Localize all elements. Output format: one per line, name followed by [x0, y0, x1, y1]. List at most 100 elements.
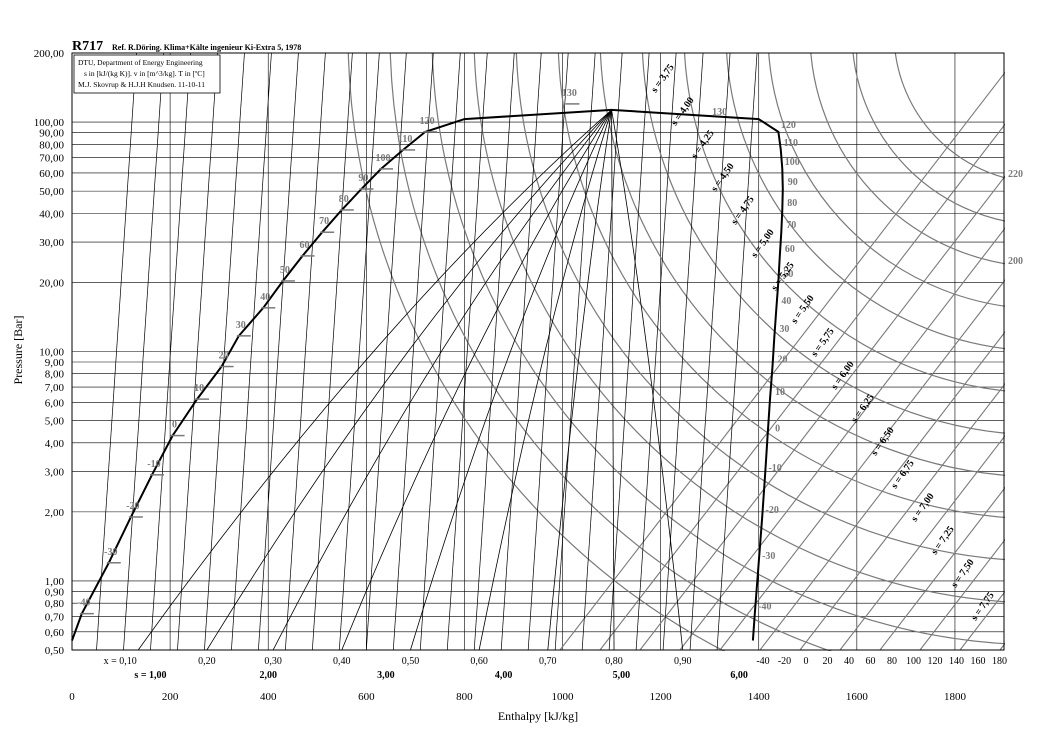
vapour-temp-label: 80 — [787, 198, 797, 209]
vapour-quality-line — [206, 109, 612, 651]
vapour-temp-label: 120 — [781, 120, 796, 131]
vapour-quality-line — [341, 109, 612, 651]
entropy-bottom-label: 3,00 — [377, 670, 395, 681]
vapour-quality-line — [547, 109, 612, 651]
liquid-temp-label: 90 — [358, 173, 368, 184]
y-tick-label: 0,50 — [45, 645, 65, 657]
y-tick-label: 0,90 — [45, 586, 65, 598]
isochore — [554, 52, 596, 651]
bottom-temp-label: 40 — [844, 656, 854, 667]
y-tick-label: 1,00 — [45, 576, 65, 588]
vapour-temp-label: 0 — [775, 424, 780, 435]
isochore — [662, 52, 704, 651]
vapour-quality-label: 0,90 — [674, 656, 692, 667]
x-tick-label: 400 — [260, 691, 277, 703]
y-tick-label: 10,00 — [39, 347, 64, 359]
liquid-temp-label: 130 — [562, 88, 577, 99]
y-tick-label: 8,00 — [45, 369, 65, 381]
x-tick-label: 1000 — [552, 691, 575, 703]
y-tick-label: 4,00 — [45, 438, 65, 450]
isochore — [473, 52, 515, 651]
vapour-quality-line — [272, 109, 612, 651]
x-tick-label: 200 — [162, 691, 179, 703]
isochore — [338, 52, 380, 651]
isentrope — [879, 419, 1057, 651]
isochore — [716, 52, 758, 651]
vapour-quality-line — [611, 109, 684, 651]
vapour-quality-line — [410, 109, 612, 651]
x-tick-label: 0 — [69, 691, 75, 703]
vapour-quality-label: 0,80 — [605, 656, 623, 667]
bottom-temp-label: 100 — [906, 656, 921, 667]
y-tick-label: 100,00 — [34, 117, 65, 129]
superheated-isotherm — [431, 32, 1045, 646]
isochore — [419, 52, 461, 651]
liquid-temp-label: 50 — [280, 265, 290, 276]
vapour-quality-line — [137, 109, 612, 651]
bottom-temp-label: 160 — [971, 656, 986, 667]
chart-title: R717 — [72, 39, 103, 54]
y-tick-label: 7,00 — [45, 382, 65, 394]
liquid-temp-label: 60 — [300, 240, 310, 251]
bottom-temp-label: 80 — [887, 656, 897, 667]
vapour-quality-label: x = 0,10 — [104, 656, 137, 667]
isentrope — [559, 52, 1021, 651]
y-tick-label: 0,60 — [45, 627, 65, 639]
chart-reference: Ref. R.Döring. Klima+Kälte ingenieur Ki-… — [112, 43, 301, 52]
isochore — [231, 52, 272, 651]
x-axis-label: Enthalpy [kJ/kg] — [498, 709, 578, 723]
bottom-temp-label: 20 — [823, 656, 833, 667]
superheated-isotherm — [557, 32, 1045, 520]
isentrope — [719, 211, 1057, 651]
y-tick-label: 30,00 — [39, 237, 64, 249]
y-tick-label: 60,00 — [39, 168, 64, 180]
vapour-temp-label: 60 — [785, 244, 795, 255]
vapour-quality-line — [478, 109, 612, 651]
info-line-3: M.J. Skovrup & H.J.H Knudsen. 11-10-11 — [78, 80, 205, 89]
bottom-temp-label: -40 — [756, 656, 769, 667]
vapour-temp-label: 110 — [784, 138, 798, 149]
isochore — [500, 52, 542, 651]
liquid-temp-label: 110 — [398, 134, 412, 145]
superheated-isotherm — [809, 32, 1045, 268]
x-tick-label: 800 — [456, 691, 473, 703]
y-tick-label: 3,00 — [45, 466, 65, 478]
y-tick-label: 20,00 — [39, 277, 64, 289]
info-box — [73, 54, 221, 94]
bottom-temp-label: 0 — [804, 656, 809, 667]
isentrope-label: s = 5,00 — [749, 227, 776, 260]
liquid-temp-label: 0 — [172, 420, 177, 431]
isentrope — [679, 159, 1057, 651]
isentrope-label: s = 4,50 — [709, 161, 736, 194]
isentrope — [839, 367, 1057, 651]
isochore — [527, 52, 569, 651]
x-tick-label: 600 — [358, 691, 375, 703]
info-line-1: DTU, Department of Energy Engineering — [78, 58, 203, 67]
liquid-temp-label: 120 — [420, 116, 435, 127]
vapour-quality-label: 0,20 — [198, 656, 216, 667]
liquid-temp-label: -40 — [77, 598, 90, 609]
vapour-temp-label: 100 — [785, 157, 800, 168]
liquid-temp-label: 80 — [339, 194, 349, 205]
liquid-temp-label: 10 — [194, 383, 204, 394]
vapour-temp-label: -20 — [765, 505, 778, 516]
y-tick-label: 90,00 — [39, 128, 64, 140]
entropy-bottom-label: 5,00 — [613, 670, 631, 681]
bottom-temp-label: 180 — [992, 656, 1007, 667]
isochore — [204, 52, 245, 651]
info-line-2: s in [kJ/(kg K)]. v in [m^3/kg]. T in [º… — [84, 69, 205, 78]
superheated-isotherm — [389, 32, 1045, 688]
vapour-temp-label: 40 — [781, 296, 791, 307]
isochore — [446, 52, 488, 651]
isochore — [150, 52, 191, 651]
x-tick-label: 1600 — [846, 691, 869, 703]
vapour-temp-label: -40 — [758, 602, 771, 613]
superheated-isotherm — [641, 32, 1045, 436]
superheated-isotherm — [767, 32, 1045, 310]
plot-frame — [71, 52, 1005, 651]
isochore — [96, 52, 137, 651]
y-tick-label: 200,00 — [34, 48, 65, 60]
isochore — [581, 52, 623, 651]
isentrope-label: s = 6,75 — [889, 458, 916, 491]
